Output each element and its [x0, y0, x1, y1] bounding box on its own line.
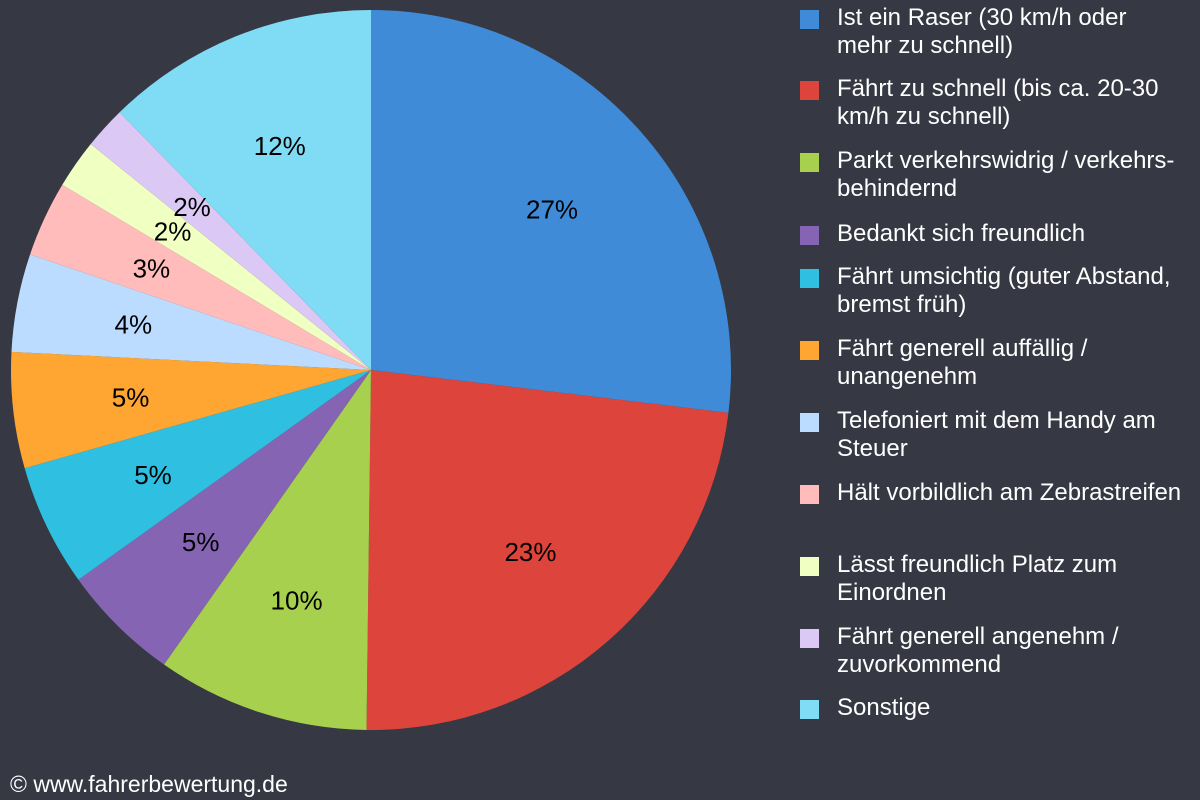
- legend-label: Ist ein Raser (30 km/h oder mehr zu schn…: [837, 4, 1127, 59]
- legend-swatch: [800, 700, 819, 719]
- legend-label: Fährt umsichtig (guter Abstand, bremst f…: [837, 263, 1171, 318]
- legend-label: Bedankt sich freundlich: [837, 220, 1086, 247]
- pie-slice: [119, 10, 371, 370]
- slice-data-label: 5%: [134, 460, 172, 490]
- legend-swatch: [800, 485, 819, 504]
- pie-chart: 27% 23% 10% 5% 5% 5% 4% 3% 2%2% 12%: [11, 10, 732, 730]
- legend-label: Parkt verkehrswidrig / verkehrs-behinder…: [837, 147, 1175, 202]
- pie-slice: [78, 370, 371, 665]
- legend-label: Fährt generell auffällig / unangenehm: [837, 335, 1088, 390]
- legend-swatch: [800, 81, 819, 100]
- pie-slice: [90, 112, 371, 370]
- slice-data-label: 12%: [254, 131, 306, 161]
- slice-data-label: 10%: [271, 585, 323, 615]
- legend-swatch: [800, 10, 819, 29]
- legend-swatch: [800, 341, 819, 360]
- slice-data-label: 2%: [154, 216, 192, 246]
- copyright-footer: © www.fahrerbewertung.de: [10, 771, 288, 797]
- pie-slice: [11, 351, 372, 469]
- legend-swatch: [800, 226, 819, 245]
- legend-label: Fährt generell angenehm / zuvorkommend: [837, 623, 1119, 678]
- legend-swatch: [800, 269, 819, 288]
- pie-slice: [24, 370, 371, 580]
- slice-data-label: 5%: [182, 527, 220, 557]
- pie-slice: [62, 144, 371, 370]
- legend-swatch: [800, 557, 819, 576]
- pie-slice: [163, 370, 371, 730]
- pie-slice: [366, 370, 729, 730]
- slice-data-label: 2%: [173, 192, 211, 222]
- slice-data-label: 27%: [526, 194, 578, 224]
- legend-swatch: [800, 413, 819, 432]
- pie-slice: [11, 254, 372, 370]
- legend-label: Hält vorbildlich am Zebrastreifen: [837, 479, 1182, 506]
- legend-label: Fährt zu schnell (bis ca. 20-30 km/h zu …: [837, 75, 1159, 130]
- slice-data-label: 3%: [133, 253, 171, 283]
- legend-label: Lässt freundlich Platz zum Einordnen: [837, 551, 1118, 606]
- slice-data-label: 23%: [504, 537, 556, 567]
- pie-slice: [371, 10, 732, 413]
- slice-data-label: 4%: [114, 310, 152, 340]
- legend-label: Telefoniert mit dem Handy am Steuer: [837, 407, 1156, 462]
- legend-label: Sonstige: [837, 694, 931, 721]
- slice-data-label: 5%: [112, 382, 150, 412]
- legend-swatch: [800, 629, 819, 648]
- pie-slice: [30, 184, 371, 370]
- legend-swatch: [800, 153, 819, 172]
